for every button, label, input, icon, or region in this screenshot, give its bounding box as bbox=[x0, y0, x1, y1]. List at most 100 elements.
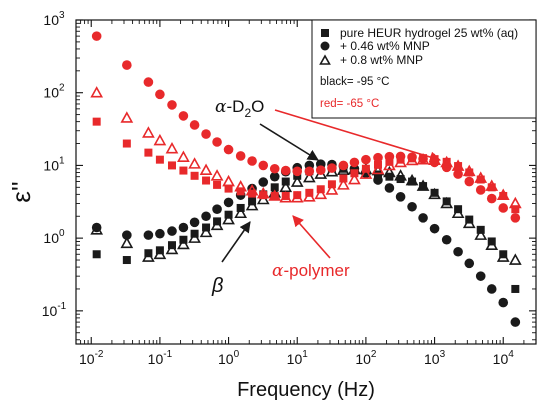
data-point bbox=[498, 203, 509, 213]
data-point bbox=[418, 213, 428, 223]
data-point bbox=[474, 171, 488, 183]
data-point bbox=[510, 317, 521, 327]
data-point bbox=[122, 60, 132, 70]
data-point bbox=[325, 183, 339, 195]
data-point bbox=[442, 197, 451, 206]
data-point bbox=[177, 150, 190, 162]
legend-circle-marker bbox=[320, 41, 330, 51]
data-point bbox=[258, 160, 269, 171]
data-point bbox=[155, 155, 164, 164]
data-point bbox=[122, 230, 132, 240]
data-point bbox=[279, 191, 293, 203]
arrow-alpha-d2o-red bbox=[274, 109, 442, 163]
data-point bbox=[394, 155, 407, 168]
data-point bbox=[235, 151, 246, 161]
x-tick-label: 103 bbox=[424, 349, 446, 367]
data-point bbox=[499, 191, 508, 200]
x-tick-label: 101 bbox=[287, 349, 309, 367]
annotation-alpha-d2o: α-D2O bbox=[215, 97, 442, 163]
data-point bbox=[498, 297, 509, 308]
data-point bbox=[383, 158, 396, 171]
data-point bbox=[499, 250, 508, 259]
legend-entry-08-mnp: + 0.8 wt% MNP bbox=[340, 53, 423, 67]
data-point bbox=[428, 187, 441, 200]
data-point bbox=[153, 133, 167, 146]
annotation-beta-label: β bbox=[211, 275, 223, 297]
annotation-alpha-d2o-label: α-D2O bbox=[215, 97, 264, 120]
data-point bbox=[486, 193, 497, 204]
data-point bbox=[454, 162, 463, 171]
data-point bbox=[416, 153, 430, 165]
legend-triangle-marker bbox=[319, 54, 331, 65]
data-point bbox=[511, 284, 520, 293]
data-point bbox=[247, 156, 257, 166]
legend-square-marker bbox=[321, 29, 329, 37]
data-point bbox=[223, 197, 234, 208]
data-point bbox=[199, 163, 213, 175]
data-point bbox=[453, 246, 463, 257]
data-point bbox=[508, 196, 522, 209]
data-point bbox=[383, 165, 396, 178]
data-series-layer bbox=[90, 31, 522, 327]
data-point bbox=[245, 198, 259, 211]
data-point bbox=[465, 168, 474, 177]
data-point bbox=[199, 225, 213, 238]
data-point bbox=[441, 234, 452, 245]
annotation-alpha-polymer: α-polymer bbox=[272, 215, 350, 281]
data-point bbox=[143, 230, 154, 240]
data-point bbox=[290, 175, 304, 187]
data-point bbox=[122, 256, 131, 265]
data-point bbox=[302, 170, 316, 183]
x-axis-label: Frequency (Hz) bbox=[237, 379, 375, 401]
series-black-circle bbox=[91, 159, 521, 327]
x-tick-label: 10-1 bbox=[148, 349, 173, 367]
data-point bbox=[165, 142, 179, 154]
data-point bbox=[451, 159, 465, 171]
legend: pure HEUR hydrogel 25 wt% (aq) + 0.46 wt… bbox=[311, 19, 537, 119]
data-point bbox=[234, 180, 248, 192]
data-point bbox=[201, 129, 211, 139]
data-point bbox=[155, 228, 165, 239]
data-point bbox=[122, 139, 131, 148]
data-point bbox=[511, 205, 520, 214]
data-point bbox=[315, 165, 326, 175]
data-point bbox=[405, 173, 419, 186]
y-axis-label: ε'' bbox=[6, 181, 36, 203]
x-tick-label: 10-2 bbox=[79, 349, 104, 367]
data-point bbox=[485, 179, 499, 191]
data-point bbox=[120, 111, 134, 123]
data-point bbox=[120, 236, 134, 249]
data-point bbox=[269, 163, 280, 174]
data-point bbox=[462, 164, 476, 177]
annotation-beta: β bbox=[211, 221, 251, 297]
data-point bbox=[167, 161, 176, 170]
data-point bbox=[361, 154, 371, 165]
y-tick-label: 10-1 bbox=[42, 301, 67, 319]
data-point bbox=[143, 77, 154, 87]
data-point bbox=[476, 175, 485, 184]
data-point bbox=[337, 178, 350, 190]
data-point bbox=[451, 206, 465, 219]
data-point bbox=[201, 211, 211, 222]
data-point bbox=[475, 271, 486, 281]
y-tick-label: 100 bbox=[43, 228, 65, 246]
data-point bbox=[430, 188, 439, 197]
y-tick-label: 103 bbox=[43, 10, 65, 28]
x-tick-label: 104 bbox=[493, 349, 515, 367]
data-point bbox=[508, 253, 522, 265]
data-point bbox=[167, 226, 177, 236]
data-point bbox=[223, 144, 234, 155]
data-point bbox=[464, 176, 475, 187]
data-point bbox=[177, 237, 190, 250]
data-point bbox=[188, 231, 201, 243]
legend-box bbox=[311, 19, 537, 119]
data-point bbox=[418, 154, 428, 164]
data-point bbox=[189, 217, 200, 228]
data-point bbox=[293, 191, 302, 200]
legend-note-red: red= -65 °C bbox=[320, 98, 379, 110]
legend-entry-046-mnp: + 0.46 wt% MNP bbox=[340, 39, 430, 53]
data-point bbox=[405, 153, 419, 166]
data-point bbox=[395, 192, 406, 202]
data-point bbox=[188, 157, 201, 169]
